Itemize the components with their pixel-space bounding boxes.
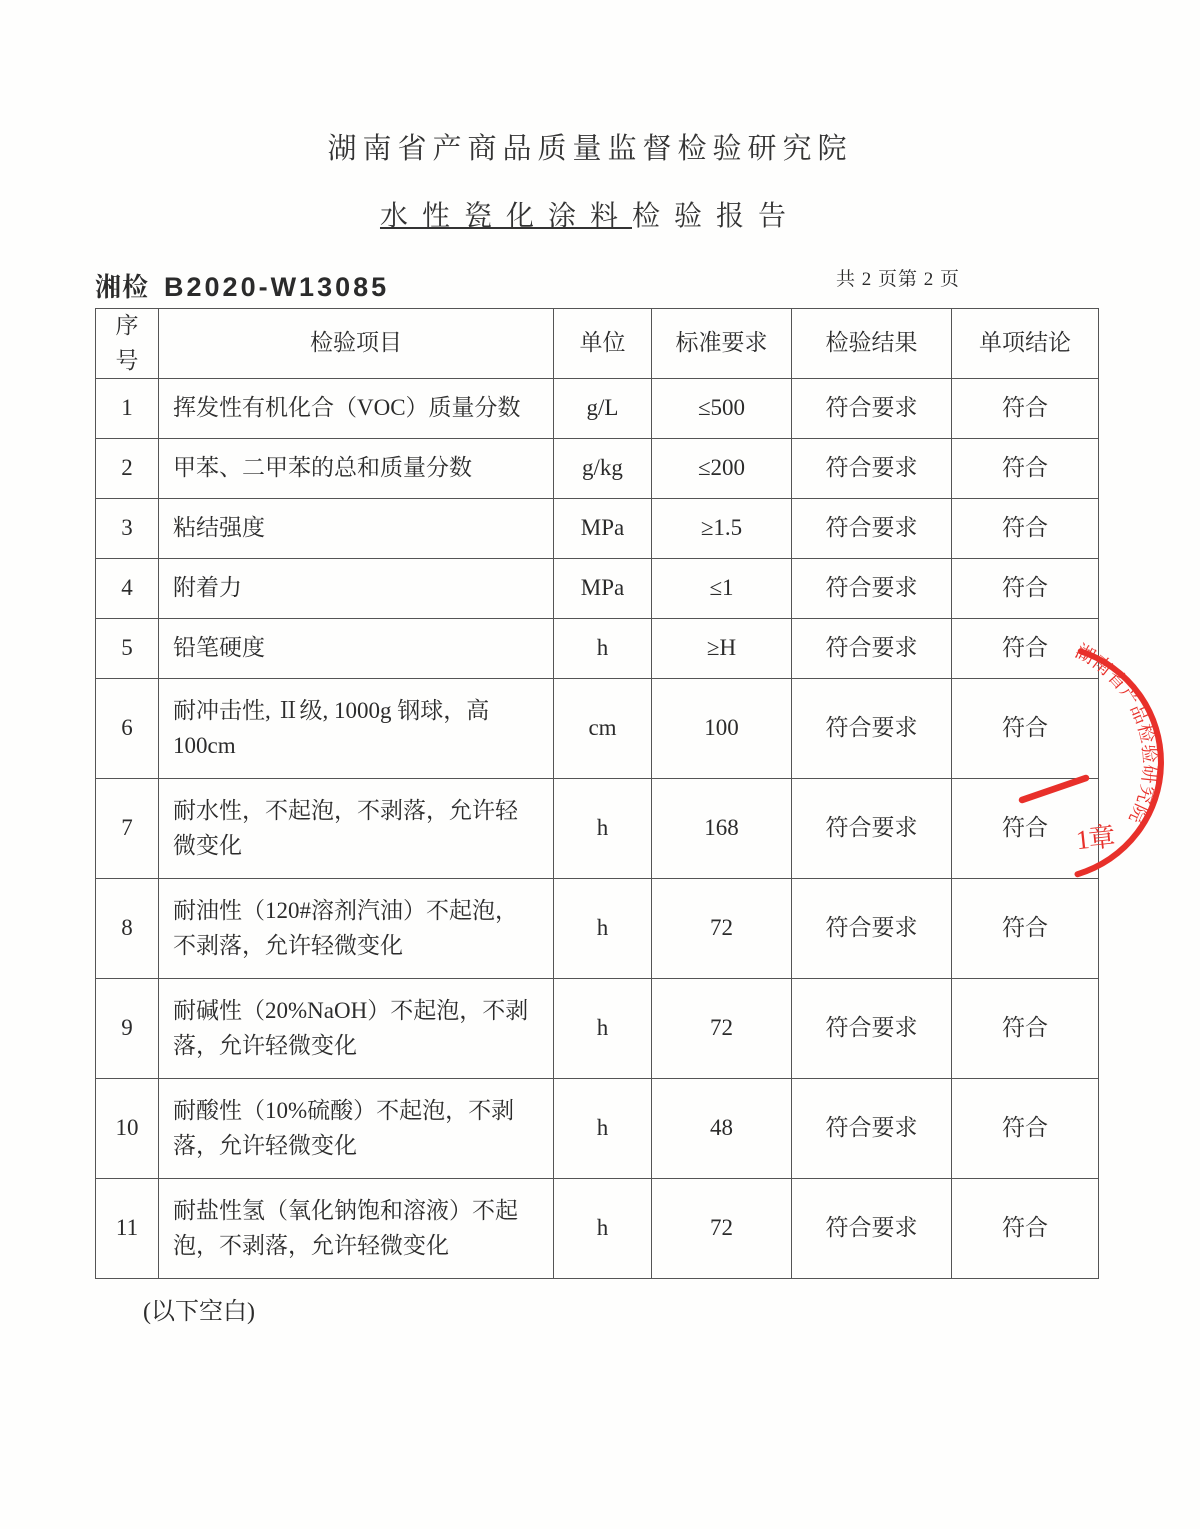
svg-text:1章: 1章	[1074, 821, 1115, 855]
svg-text:湖南省产品检验研究院: 湖南省产品检验研究院	[1071, 640, 1160, 827]
